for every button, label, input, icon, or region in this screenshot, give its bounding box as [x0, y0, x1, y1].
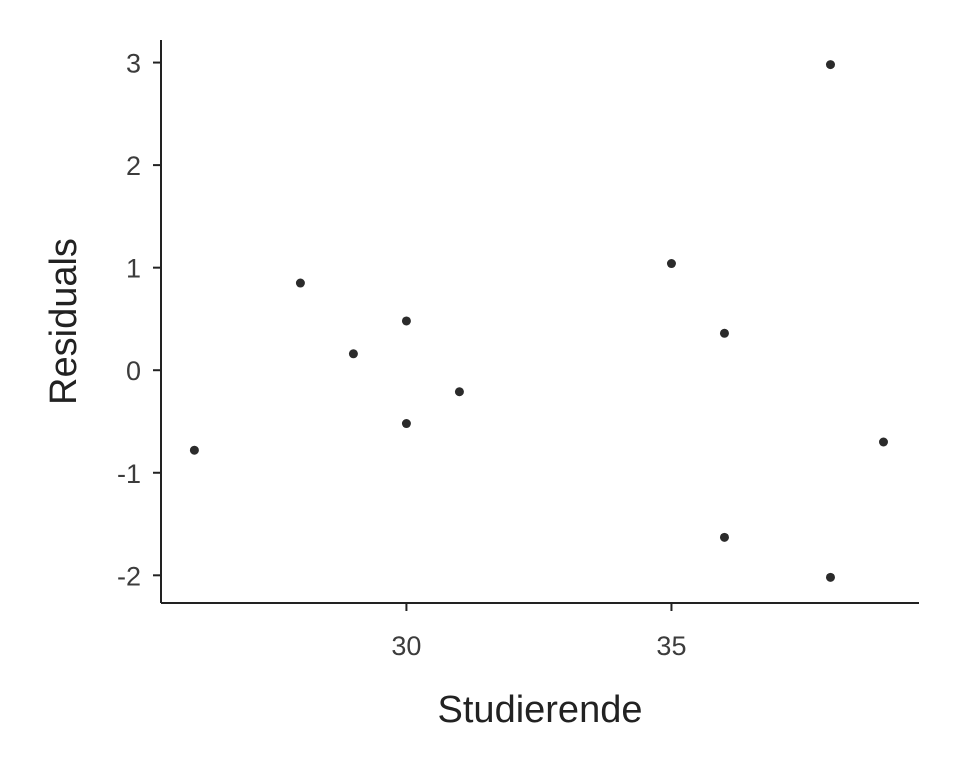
data-point — [189, 445, 199, 455]
data-point — [401, 316, 411, 326]
y-tick-label: -1 — [117, 459, 141, 489]
y-tick-label: 3 — [126, 49, 141, 79]
y-tick-label: 1 — [126, 254, 141, 284]
x-axis-title: Studierende — [438, 689, 643, 731]
x-axis-ticks: 30 35 — [391, 603, 686, 661]
plot-area — [189, 60, 888, 582]
data-point — [348, 349, 358, 359]
x-tick-label: 35 — [656, 631, 686, 661]
data-point — [825, 572, 835, 582]
data-point — [454, 387, 464, 397]
y-axis-ticks: 3 2 1 0 -1 -2 — [117, 49, 161, 591]
data-point — [295, 278, 305, 288]
data-point — [401, 419, 411, 429]
data-point — [666, 259, 676, 269]
y-tick-label: -2 — [117, 561, 141, 591]
data-point — [719, 532, 729, 542]
data-point — [878, 437, 888, 447]
y-axis-title: Residuals — [43, 238, 85, 405]
y-tick-label: 0 — [126, 356, 141, 386]
x-tick-label: 30 — [391, 631, 421, 661]
y-tick-label: 2 — [126, 151, 141, 181]
data-point — [825, 60, 835, 70]
data-point — [719, 328, 729, 338]
